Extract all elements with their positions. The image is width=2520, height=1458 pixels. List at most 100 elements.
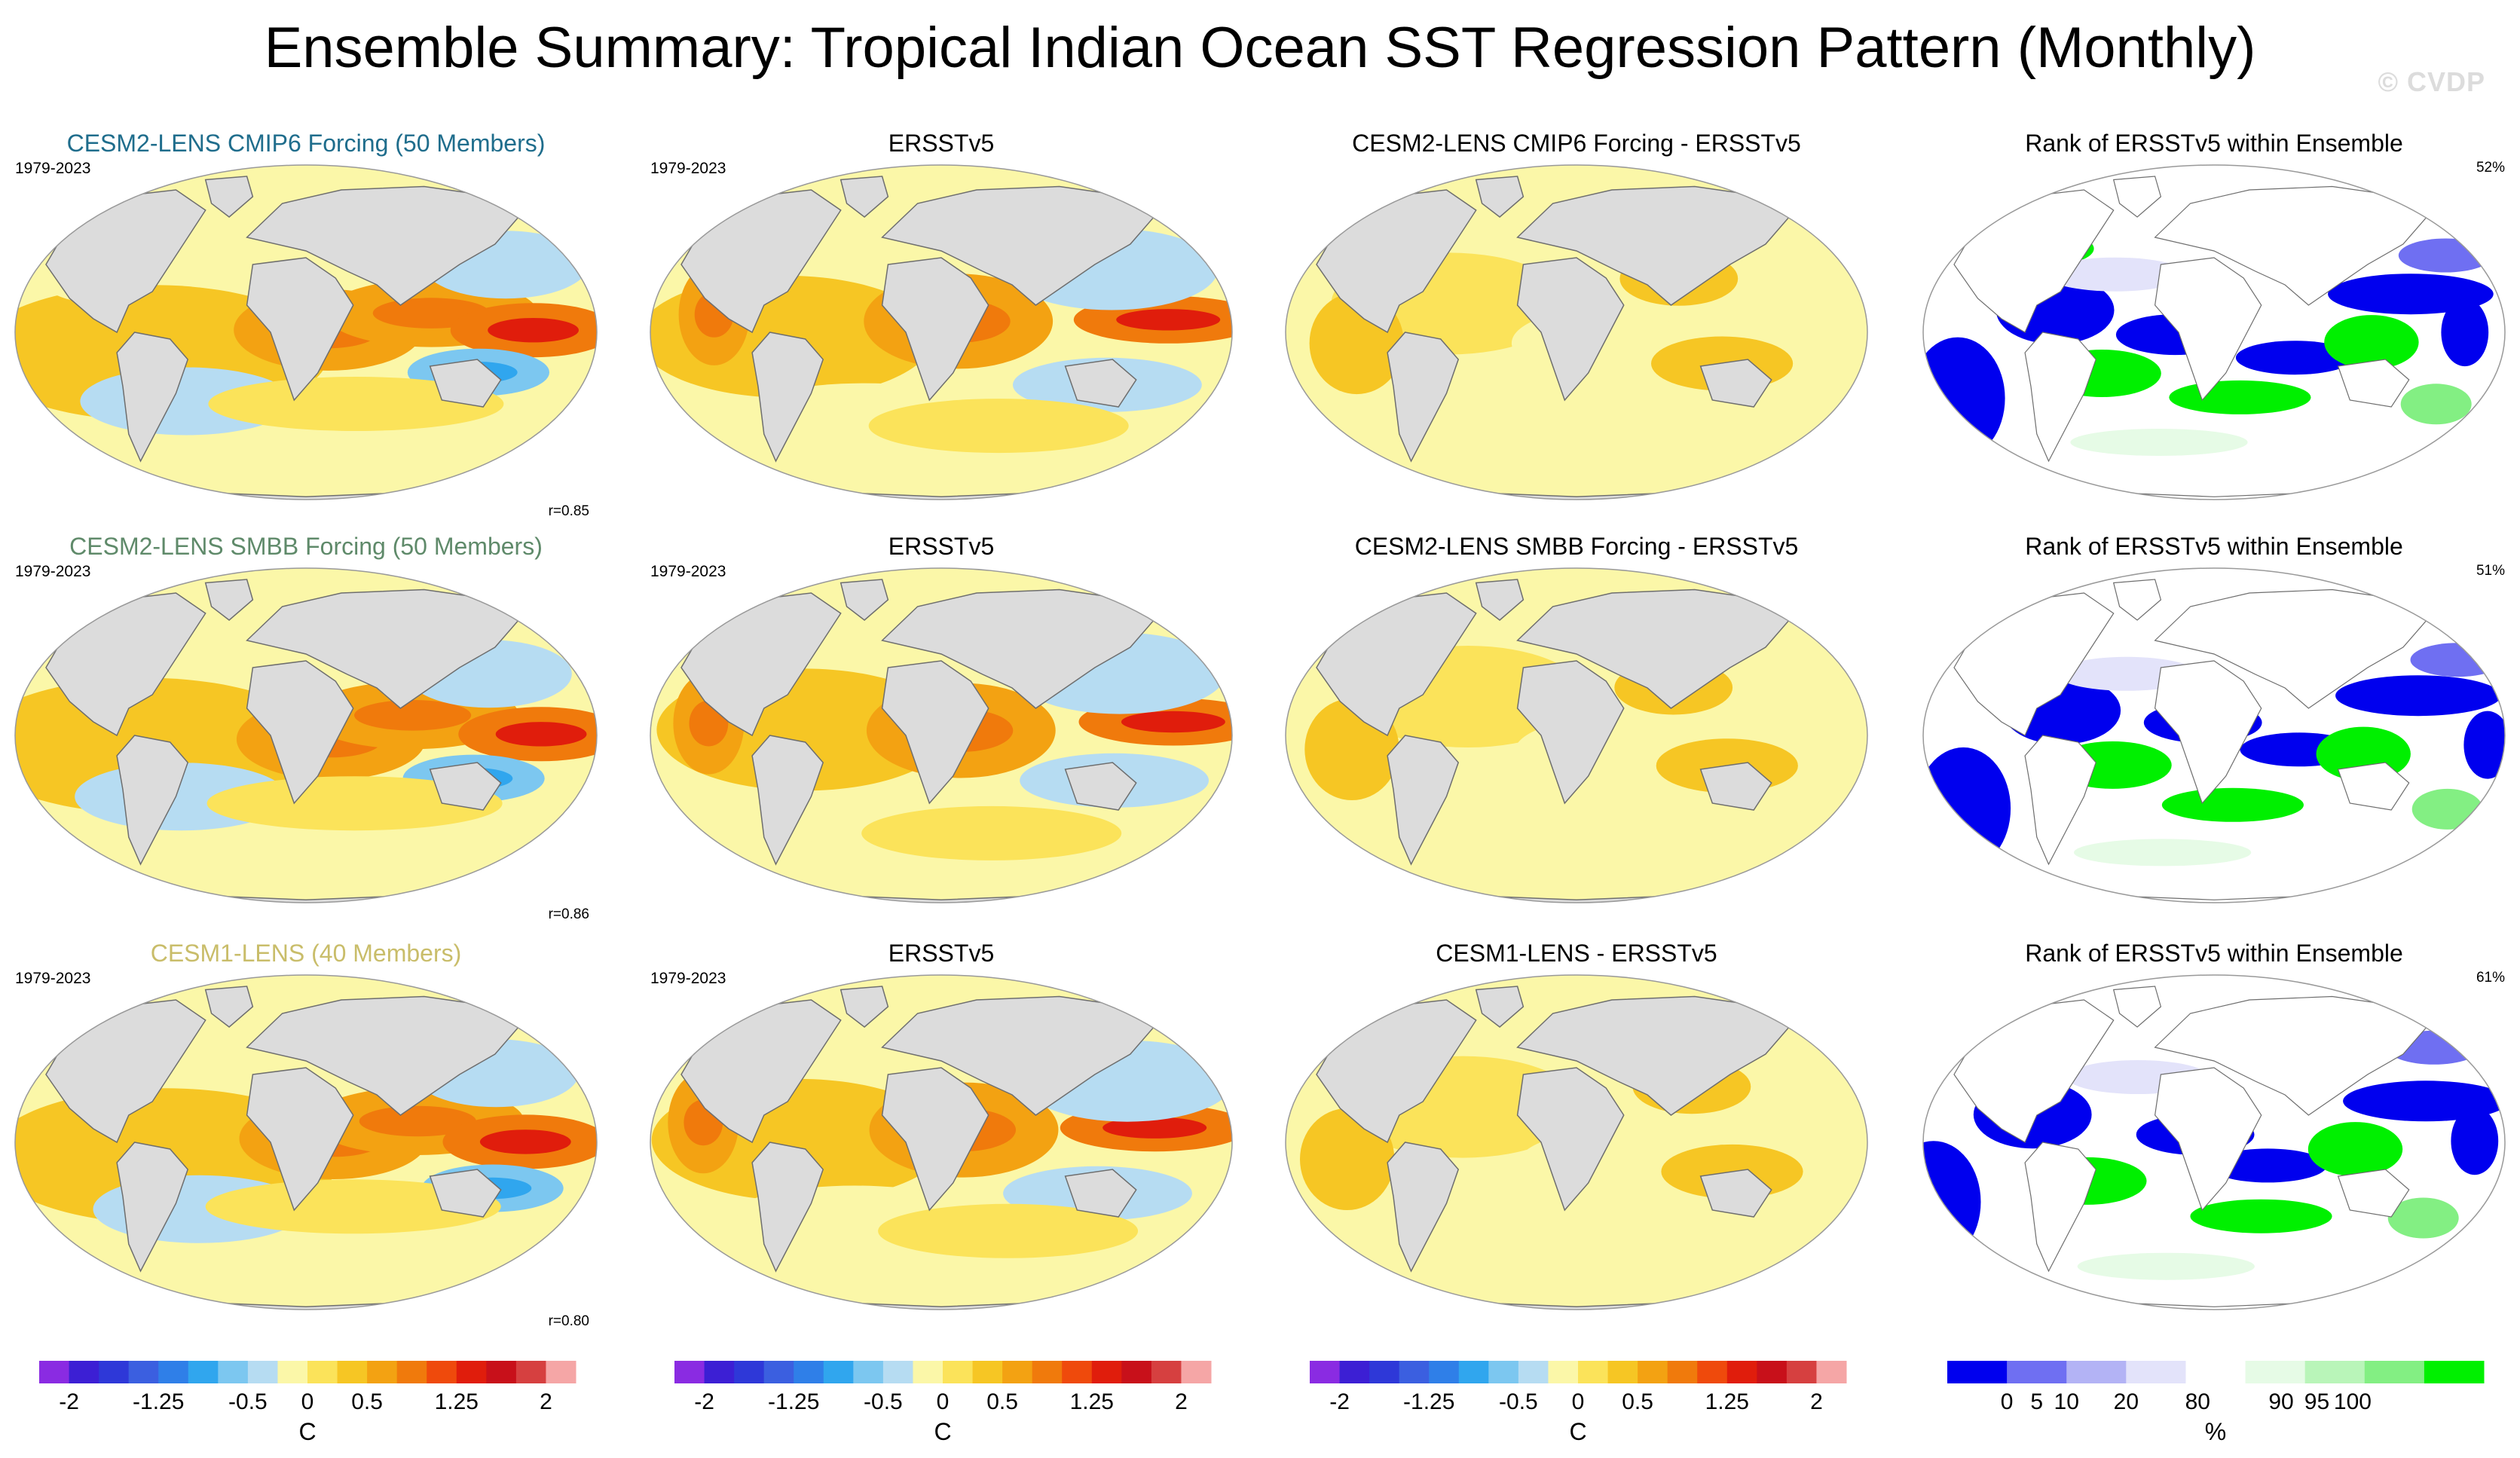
period-label: 1979-2023 [650,970,726,987]
colorbar-swatch [69,1361,99,1383]
colorbar-swatch [486,1361,517,1383]
panel-obs-3: ERSSTv5 1979-2023 [635,938,1247,1345]
period-label: 1979-2023 [650,160,726,177]
colorbar-tick-label: -1.25 [768,1389,820,1414]
colorbar-swatch [2126,1361,2186,1383]
rank-region [2410,643,2505,677]
land-mass [839,986,889,1028]
colorbar-tick-label: -0.5 [864,1389,903,1414]
land-mass [1516,257,1625,402]
land-mass [1699,359,1772,408]
anomaly-region [1433,1201,1670,1256]
colorbar-swatch [307,1361,338,1383]
rank-region [2169,380,2311,414]
colorbar-swatch [2364,1361,2425,1383]
map-border [14,974,598,1310]
land-outline [2337,762,2410,811]
map-border [1285,164,1868,500]
sst-regression-map [650,567,1233,903]
land-mass [751,735,824,866]
rank-region [2190,1199,2332,1233]
colorbar-swatch [2185,1361,2246,1383]
rank-region [2235,341,2354,375]
rank-region [2307,1122,2403,1177]
land-mass [881,660,989,805]
land-mass [751,1142,824,1273]
panel-title-obs: ERSSTv5 [888,130,995,157]
land-outline [2112,176,2162,218]
rank-map [1922,164,2506,500]
colorbar-swatch [1607,1361,1638,1383]
colorbar-tick-label: 2 [540,1389,552,1414]
land-mass [1064,1169,1137,1218]
panel-model-smbb: CESM2-LENS SMBB Forcing (50 Members) 197… [0,531,612,938]
colorbar-tick-label: 0.5 [1622,1389,1653,1414]
land-mass [881,1067,989,1212]
colorbar-tick-label: -1.25 [133,1389,185,1414]
colorbar-swatch [2066,1361,2127,1383]
sst-regression-map [650,974,1233,1310]
rank-region [2463,711,2505,779]
colorbar-sst-1: -2 -1.25 -0.5 0 0.5 1.25 2 C [39,1359,582,1450]
land-mass [1475,176,1525,218]
rank-map [1922,974,2506,1310]
map-border [650,974,1233,1310]
colorbar-swatch [2304,1361,2366,1383]
colorbar-swatch [1032,1361,1063,1383]
cvdp-watermark: © CVDP [2378,66,2485,97]
colorbar-swatch [1548,1361,1579,1383]
sst-regression-map [14,567,598,903]
colorbar-tick-label: 0 [2000,1389,2014,1414]
land-mass [246,995,520,1116]
colorbar-tick-label: 5 [2030,1389,2043,1414]
land-mass [204,579,254,621]
map-border [650,567,1233,903]
land-mass [881,185,1155,306]
colorbar-swatches [39,1361,576,1383]
colorbar-rank: 0 5 10 20 80 90 95 100% [1947,1359,2490,1450]
colorbar-swatch [277,1361,308,1383]
land-mass [1516,185,1791,306]
land-mass [881,257,989,402]
colorbar-swatch [1062,1361,1093,1383]
land-outline [2024,735,2096,866]
colorbar-swatch [1002,1361,1033,1383]
colorbar-swatch [1518,1361,1549,1383]
panel-obs-1: ERSSTv5 1979-2023 [635,128,1247,535]
sst-regression-map [1285,974,1868,1310]
anomaly-core [488,318,579,343]
colorbar-swatch [1181,1361,1212,1383]
anomaly-core [1102,1117,1207,1139]
panel-model-cesm1: CESM1-LENS (40 Members) 1979-2023 r=0.80 [0,938,612,1345]
land-outline [2337,359,2410,408]
map-border [1922,164,2506,500]
sst-regression-map [1285,567,1868,903]
panel-diff-cesm1: CESM1-LENS - ERSSTv5 [1271,938,1882,1345]
anomaly-region [1426,788,1663,843]
colorbar-swatch [39,1361,70,1383]
colorbar-swatch [515,1361,546,1383]
anomaly-region [1300,1108,1395,1210]
period-label: 1979-2023 [15,970,91,987]
colorbar-tick-label: 10 [2054,1389,2079,1414]
colorbar-swatch [1638,1361,1668,1383]
rank-region [2411,788,2483,830]
colorbar-swatch [674,1361,705,1383]
panel-title-rank: Rank of ERSSTv5 within Ensemble [2025,130,2403,157]
colorbar-swatch [1310,1361,1341,1383]
colorbar-swatch [158,1361,189,1383]
colorbar-tick-label: 100 [2333,1389,2372,1414]
land-mass [1064,762,1137,811]
rank-region [2324,315,2419,370]
colorbar-swatch [763,1361,794,1383]
land-mass [246,588,520,709]
panel-title-obs: ERSSTv5 [888,533,995,560]
anomaly-region [208,377,504,431]
colorbar-swatch [1429,1361,1460,1383]
colorbar-swatch [1121,1361,1152,1383]
colorbar-tick-label: 95 [2304,1389,2330,1414]
period-label: 1979-2023 [650,563,726,580]
map-border [1922,974,2506,1310]
rank-percent-label: 51% [2476,563,2505,579]
anomaly-region [206,776,503,831]
